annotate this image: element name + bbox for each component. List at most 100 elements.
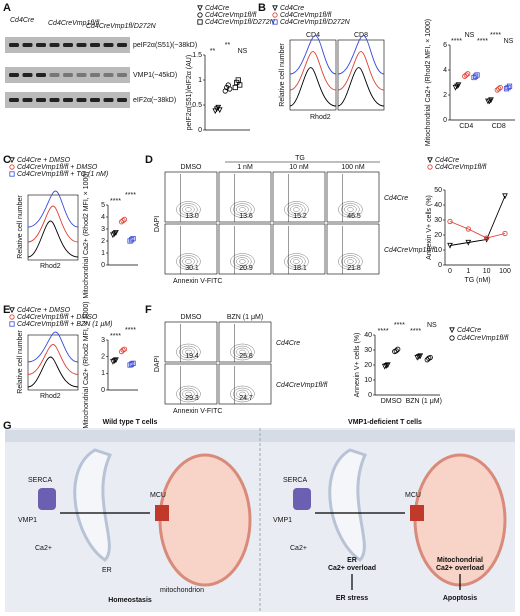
contour — [179, 203, 198, 216]
flow-plot — [164, 223, 218, 275]
x-label: Annexin V-FITC — [173, 278, 222, 285]
x-tick-label: 10 — [483, 268, 491, 275]
line — [449, 221, 506, 239]
hist-header: CD4 — [306, 32, 320, 39]
serca — [293, 488, 311, 510]
significance: **** — [110, 198, 121, 205]
legend-entry: Cd4Cre — [457, 327, 481, 334]
marker — [463, 72, 469, 78]
mito-outcome: Ca2+ overload — [436, 565, 484, 572]
legend-entry: Cd4CreVmp1fl/fl — [205, 12, 257, 19]
band — [103, 98, 114, 102]
marker — [496, 86, 502, 92]
y-tick-label: 10 — [364, 377, 372, 384]
contour — [230, 343, 255, 361]
band — [22, 73, 33, 77]
er-outcome: Ca2+ overload — [328, 565, 376, 572]
marker — [497, 84, 503, 91]
contour — [185, 391, 192, 397]
histogram — [337, 35, 385, 75]
y-label: Mitochondrial Ca2+ (Rhod2 MFI, × 1000) — [425, 19, 432, 146]
cell-value: 13.0 — [185, 213, 199, 220]
line — [449, 195, 506, 246]
marker — [9, 164, 15, 170]
contour — [290, 205, 303, 214]
contour — [344, 257, 357, 266]
cell-value: 19.4 — [185, 353, 199, 360]
significance: **** — [125, 192, 136, 199]
y-tick-label: 0 — [368, 392, 372, 399]
y-tick-label: 1 — [101, 250, 105, 257]
outcome: Homeostasis — [108, 597, 152, 604]
legend-entry: Cd4CreVmp1fl/D272N — [280, 19, 351, 26]
histogram — [337, 67, 385, 107]
mcu-label: MCU — [405, 492, 421, 499]
marker — [455, 82, 462, 89]
band — [103, 43, 114, 47]
y-tick-label: 3 — [101, 337, 105, 344]
ca-label: Ca2+ — [290, 545, 307, 552]
significance: **** — [451, 38, 462, 45]
marker — [197, 5, 203, 12]
contour — [182, 205, 195, 214]
legend-entry: Cd4CreVmp1fl/fl — [280, 12, 332, 19]
band — [36, 43, 46, 47]
vmp1-label: VMP1 — [18, 517, 37, 524]
marker — [465, 226, 471, 232]
y-tick-label: 30 — [364, 347, 372, 354]
contour — [230, 201, 255, 218]
cell-value: 13.6 — [239, 213, 253, 220]
flow-plot — [272, 171, 326, 223]
contour — [341, 203, 360, 216]
marker — [502, 193, 508, 200]
mitochondrion — [158, 453, 252, 587]
significance: ** — [225, 42, 231, 49]
marker — [447, 242, 453, 249]
flow-plot — [326, 223, 380, 275]
contour — [236, 347, 249, 357]
panel-label: C — [3, 154, 11, 166]
y-label: Mitochondrial Ca2+ (Rhod2 MFI, × 1000) — [83, 301, 90, 428]
legend-entry: Cd4CreVmp1fl/D272N — [205, 19, 276, 26]
y-tick-label: 6 — [443, 42, 447, 49]
band — [76, 43, 87, 47]
x-tick-label: 100 — [499, 268, 511, 275]
contour — [293, 259, 300, 264]
significance: **** — [110, 333, 121, 340]
contour — [236, 257, 249, 266]
contour — [185, 259, 192, 264]
row-label: Cd4Cre — [276, 340, 300, 347]
contour — [179, 387, 198, 401]
y-tick-label: 2 — [101, 238, 105, 245]
marker — [235, 77, 241, 83]
band — [117, 98, 127, 102]
band — [36, 73, 46, 77]
marker — [417, 353, 424, 360]
y-tick-label: 1 — [198, 77, 202, 84]
er-label: ER — [102, 567, 112, 574]
y-tick-label: 1 — [101, 370, 105, 377]
contour — [176, 201, 201, 218]
col-header: BZN (1 μM) — [227, 314, 263, 321]
band — [49, 73, 60, 77]
x-label: TG (nM) — [464, 277, 490, 284]
cell-value: 21.8 — [347, 265, 361, 272]
contour — [176, 253, 201, 270]
band — [117, 73, 127, 77]
x-tick-label: 0 — [448, 268, 452, 275]
contour — [176, 385, 201, 403]
legend-entry: Cd4CreVmp1fl/fl + TG (1 nM) — [17, 171, 108, 178]
contour — [239, 391, 246, 397]
contour — [287, 203, 306, 216]
panel-label: F — [145, 304, 152, 316]
flow-plot — [218, 363, 272, 405]
histogram — [27, 344, 79, 375]
y-label: Relative cell number — [17, 195, 24, 259]
marker — [120, 218, 126, 224]
x-tick-label: 1 — [466, 268, 470, 275]
row-label: Cd4Cre — [384, 195, 408, 202]
histogram — [27, 331, 79, 363]
marker — [9, 321, 15, 327]
band — [90, 73, 100, 77]
er-outcome: ER stress — [336, 595, 368, 602]
